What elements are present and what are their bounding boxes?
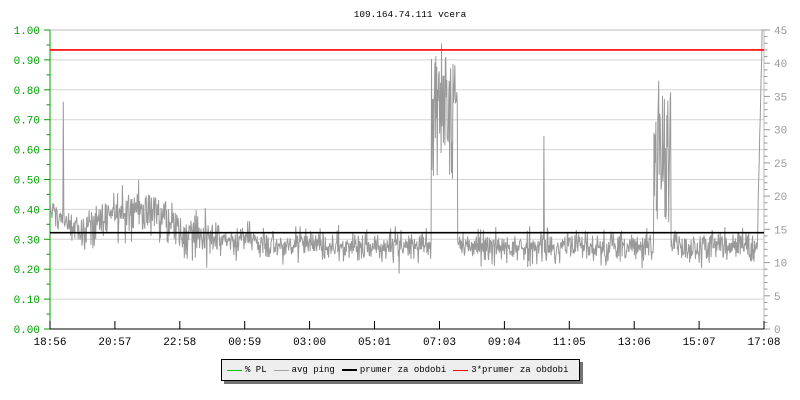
svg-text:40: 40	[774, 59, 787, 71]
svg-text:20: 20	[774, 192, 787, 204]
svg-text:25: 25	[774, 159, 787, 171]
svg-text:15: 15	[774, 225, 787, 237]
svg-text:0.70: 0.70	[14, 116, 40, 128]
svg-text:20:57: 20:57	[98, 337, 131, 349]
svg-text:07:03: 07:03	[423, 337, 456, 349]
svg-text:0.80: 0.80	[14, 86, 40, 98]
svg-text:10: 10	[774, 259, 787, 271]
svg-text:22:58: 22:58	[163, 337, 196, 349]
svg-text:09:04: 09:04	[488, 337, 521, 349]
svg-text:30: 30	[774, 126, 787, 138]
svg-text:05:01: 05:01	[358, 337, 391, 349]
svg-text:00:59: 00:59	[228, 337, 261, 349]
svg-text:11:05: 11:05	[553, 337, 586, 349]
svg-text:18:56: 18:56	[33, 337, 66, 349]
svg-text:03:00: 03:00	[293, 337, 326, 349]
svg-text:0.40: 0.40	[14, 205, 40, 217]
svg-text:5: 5	[774, 292, 781, 304]
svg-text:0.90: 0.90	[14, 56, 40, 68]
svg-text:1.00: 1.00	[14, 26, 40, 38]
svg-text:0.30: 0.30	[14, 235, 40, 247]
svg-text:0.50: 0.50	[14, 176, 40, 188]
svg-text:17:08: 17:08	[747, 337, 780, 349]
svg-text:0.60: 0.60	[14, 146, 40, 158]
svg-text:0.20: 0.20	[14, 265, 40, 277]
svg-text:109.164.74.111 vcera: 109.164.74.111 vcera	[354, 9, 467, 20]
svg-text:0: 0	[774, 325, 781, 337]
svg-text:35: 35	[774, 92, 787, 104]
svg-text:0.00: 0.00	[14, 325, 40, 337]
svg-text:0.10: 0.10	[14, 295, 40, 307]
svg-text:15:07: 15:07	[683, 337, 716, 349]
svg-text:13:06: 13:06	[618, 337, 651, 349]
svg-text:45: 45	[774, 26, 787, 38]
